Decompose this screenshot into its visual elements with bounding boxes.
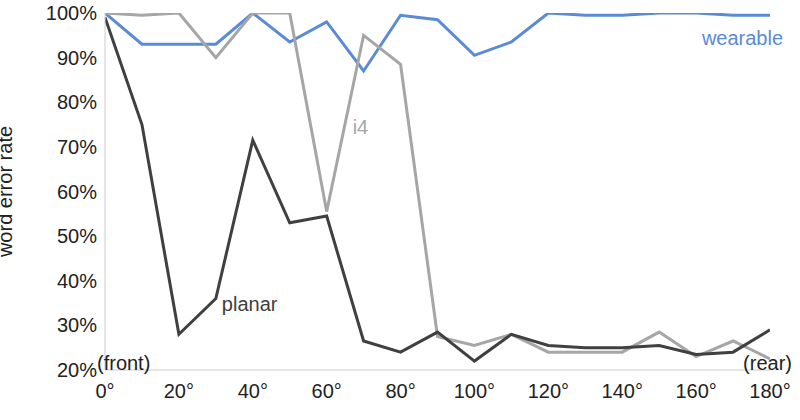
svg-text:20%: 20%: [57, 359, 97, 381]
svg-text:i4: i4: [353, 116, 369, 138]
html-text:(front): (front): [97, 352, 151, 374]
svg-text:100°: 100°: [454, 380, 495, 402]
html-text:(rear): (rear): [743, 352, 792, 374]
svg-text:60°: 60°: [312, 380, 342, 402]
svg-text:0°: 0°: [95, 380, 114, 402]
svg-text:100%: 100%: [46, 2, 97, 24]
svg-text:140°: 140°: [602, 380, 643, 402]
svg-text:wearable: wearable: [701, 27, 783, 49]
svg-text:word error rate: word error rate: [8, 126, 16, 258]
svg-text:40%: 40%: [57, 270, 97, 292]
svg-text:80%: 80%: [57, 91, 97, 113]
svg-text:50%: 50%: [57, 225, 97, 247]
svg-text:20°: 20°: [164, 380, 194, 402]
svg-text:160°: 160°: [675, 380, 716, 402]
svg-text:planar: planar: [222, 293, 278, 315]
svg-text:80°: 80°: [385, 380, 415, 402]
svg-text:60%: 60%: [57, 181, 97, 203]
svg-text:90%: 90%: [57, 47, 97, 69]
svg-text:30%: 30%: [57, 314, 97, 336]
svg-text:70%: 70%: [57, 136, 97, 158]
svg-text:40°: 40°: [238, 380, 268, 402]
svg-text:180°: 180°: [749, 380, 790, 402]
svg-text:120°: 120°: [528, 380, 569, 402]
